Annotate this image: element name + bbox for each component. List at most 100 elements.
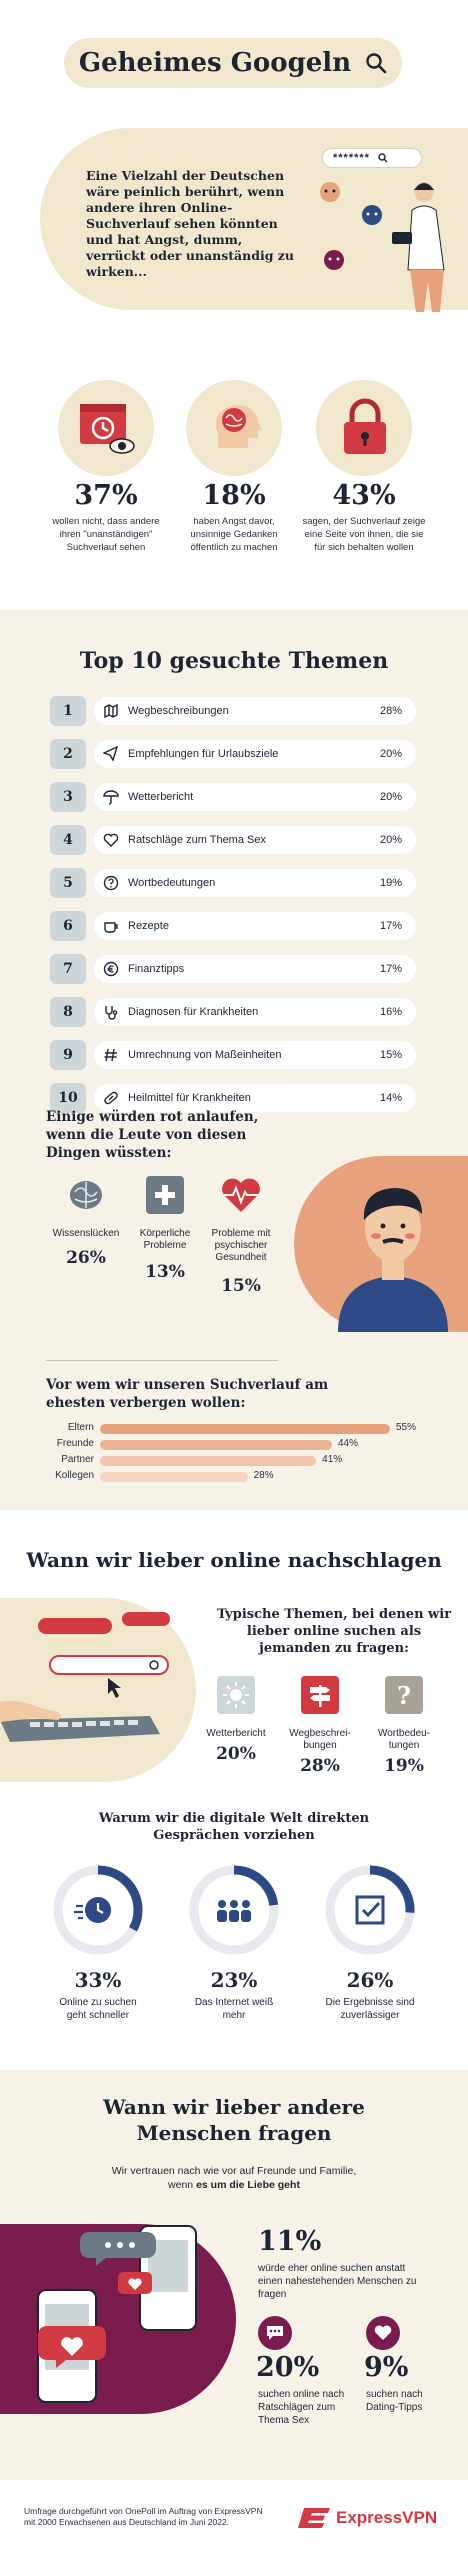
- people-main-text: würde eher online suchen anstatt einen n…: [258, 2263, 417, 2300]
- fast-clock-icon: [74, 1897, 111, 1923]
- online-title: Wann wir lieber online nachschlagen: [26, 1548, 442, 1572]
- donut-chart: [189, 1865, 279, 1955]
- topic-bar: Heilmittel für Krankheiten 14%: [94, 1084, 416, 1112]
- people-title: Wann wir lieber andere Menschen fragen: [103, 2095, 365, 2145]
- search-mask: *******: [333, 152, 370, 164]
- online-subtitle: Typische Themen, bei denen wir lieber on…: [216, 1607, 452, 1656]
- topic-pct: 20%: [379, 748, 402, 760]
- top10-row: 2 Empfehlungen für Urlaubsziele 20%: [50, 739, 416, 769]
- donut-arc: [325, 1865, 415, 1955]
- topic-label: Heilmittel für Krankheiten: [128, 1092, 251, 1104]
- pill-icon: [94, 1090, 128, 1106]
- topic-pct: 16%: [379, 1006, 402, 1018]
- topic-bar: Empfehlungen für Urlaubsziele 20%: [94, 740, 416, 768]
- topic-label: Empfehlungen für Urlaubsziele: [128, 748, 279, 760]
- topic-pct: 17%: [379, 963, 402, 975]
- topic-bar: Wetterbericht 20%: [94, 783, 416, 811]
- stat-value: 37%: [74, 480, 138, 511]
- hide-bar-pct: 41%: [322, 1454, 343, 1465]
- online-item-pct: 28%: [300, 1756, 340, 1776]
- checkbox-icon: [355, 1895, 385, 1925]
- online-item-label: Wetterbericht: [206, 1728, 266, 1739]
- topic-bar: Ratschläge zum Thema Sex 20%: [94, 826, 416, 854]
- umbrella-icon: [94, 789, 128, 805]
- topic-bar: Wortbedeutungen 19%: [94, 869, 416, 897]
- people-group-icon: [217, 1900, 251, 1922]
- brain-icon: [70, 1181, 102, 1209]
- topic-bar: Umrechnung von Maßeinheiten 15%: [94, 1041, 416, 1069]
- chat-icon: [258, 2316, 292, 2350]
- sun-icon: [217, 1676, 255, 1714]
- hide-bar-label: Eltern: [67, 1422, 94, 1433]
- topic-pct: 20%: [379, 791, 402, 803]
- rank-badge: 3: [50, 782, 86, 812]
- topic-pct: 28%: [379, 705, 402, 717]
- blush-pct: 26%: [66, 1248, 106, 1268]
- expressvpn-logo-mark: [298, 2508, 330, 2528]
- people-subtitle: Wir vertrauen nach wie vor auf Freunde u…: [104, 2164, 364, 2192]
- stat-text: wollen nicht, dass andere ihren "unanstä…: [52, 516, 160, 553]
- digital-title: Warum wir die digitale Welt direkten Ges…: [98, 1811, 370, 1843]
- heartbeat-icon: [222, 1178, 260, 1212]
- top10-row: 9 Umrechnung von Maßeinheiten 15%: [50, 1040, 416, 1070]
- people-main-pct: 11%: [258, 2226, 322, 2257]
- topic-bar: Rezepte 17%: [94, 912, 416, 940]
- donut-pct: 23%: [210, 1968, 258, 1992]
- donut-label: Online zu suchen geht schneller: [59, 1997, 137, 2021]
- blush-title: Einige würden rot anlaufen, wenn die Leu…: [46, 1109, 259, 1161]
- donut-label: Das Internet weiß mehr: [194, 1997, 274, 2021]
- online-item-pct: 19%: [384, 1756, 424, 1776]
- mug-icon: [94, 918, 128, 934]
- donut-label: Die Ergebnisse sind zuverlässiger: [325, 1997, 415, 2021]
- stat-value: 18%: [202, 480, 266, 511]
- hide-bar-label: Kollegen: [55, 1470, 94, 1481]
- blush-label: Wissenslücken: [52, 1228, 120, 1239]
- top10-row: 1 Wegbeschreibungen 28%: [50, 696, 416, 726]
- people-item-pct: 9%: [364, 2352, 409, 2383]
- topic-label: Ratschläge zum Thema Sex: [128, 834, 266, 846]
- top10-row: 8 Diagnosen für Krankheiten 16%: [50, 997, 416, 1027]
- divider: [46, 1360, 278, 1361]
- hide-bar-pct: 28%: [253, 1470, 274, 1481]
- people-item-text: suchen online nach Ratschlägen zum Thema…: [258, 2389, 345, 2426]
- top10-row: 7 Finanztipps 17%: [50, 954, 416, 984]
- topic-bar: Finanztipps 17%: [94, 955, 416, 983]
- heart-icon: [366, 2316, 400, 2350]
- search-bar-illustration: *******: [322, 148, 422, 168]
- hide-bar: [100, 1456, 317, 1466]
- topic-label: Rezepte: [128, 920, 169, 932]
- topic-label: Diagnosen für Krankheiten: [128, 1006, 259, 1018]
- donut-pct: 26%: [346, 1968, 394, 1992]
- rank-badge: 10: [50, 1083, 86, 1113]
- question-circle-icon: [94, 875, 128, 891]
- donut-arc: [189, 1865, 279, 1955]
- brand-name: ExpressVPN: [336, 2508, 438, 2527]
- rank-badge: 7: [50, 954, 86, 984]
- topic-pct: 19%: [379, 877, 402, 889]
- topic-label: Finanztipps: [128, 963, 185, 975]
- map-icon: [94, 703, 128, 719]
- search-icon: [378, 153, 388, 163]
- topic-pct: 17%: [379, 920, 402, 932]
- title-pill: Geheimes Googeln: [64, 38, 402, 88]
- search-icon: [366, 53, 387, 74]
- hide-bar-label: Partner: [61, 1454, 94, 1465]
- brain-head-icon: [215, 405, 262, 448]
- euro-icon: [94, 961, 128, 977]
- signpost-icon: [301, 1676, 339, 1714]
- online-item-label: Wortbedeu-tungen: [377, 1728, 431, 1751]
- topic-pct: 14%: [379, 1092, 402, 1104]
- topic-label: Umrechnung von Maßeinheiten: [128, 1049, 282, 1061]
- heart-icon: [94, 832, 128, 848]
- typing-laptop-illustration: [0, 1612, 170, 1742]
- embarrassed-person-illustration: [320, 182, 445, 312]
- people-item-text: suchen nach Dating-Tipps: [366, 2389, 423, 2413]
- top10-row: 4 Ratschläge zum Thema Sex 20%: [50, 825, 416, 855]
- padlock-icon: [344, 398, 386, 454]
- people-item-pct: 20%: [256, 2352, 320, 2383]
- donut-pct: 33%: [74, 1968, 122, 1992]
- question-icon: ?: [385, 1676, 423, 1714]
- survey-source: Umfrage durchgeführt von OnePoll im Auft…: [24, 2506, 263, 2527]
- topic-label: Wegbeschreibungen: [128, 705, 229, 717]
- top10-title: Top 10 gesuchte Themen: [79, 648, 389, 674]
